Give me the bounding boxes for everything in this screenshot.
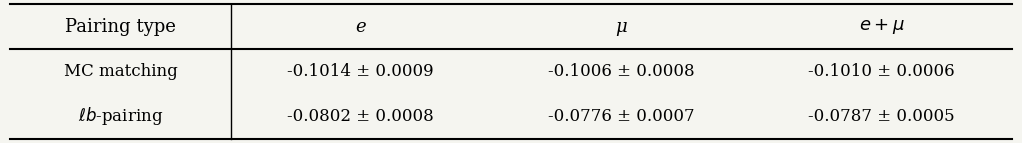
Text: $e + \mu$: $e + \mu$ xyxy=(858,17,904,36)
Text: -0.1010 ± 0.0006: -0.1010 ± 0.0006 xyxy=(808,63,955,80)
Text: μ: μ xyxy=(615,18,628,36)
Text: -0.0802 ± 0.0008: -0.0802 ± 0.0008 xyxy=(287,108,434,125)
Text: $\ell b$-pairing: $\ell b$-pairing xyxy=(78,105,164,127)
Text: e: e xyxy=(356,18,366,36)
Text: Pairing type: Pairing type xyxy=(65,18,176,36)
Text: -0.1014 ± 0.0009: -0.1014 ± 0.0009 xyxy=(287,63,434,80)
Text: -0.1006 ± 0.0008: -0.1006 ± 0.0008 xyxy=(548,63,695,80)
Text: MC matching: MC matching xyxy=(63,63,177,80)
Text: -0.0776 ± 0.0007: -0.0776 ± 0.0007 xyxy=(548,108,695,125)
Text: -0.0787 ± 0.0005: -0.0787 ± 0.0005 xyxy=(808,108,955,125)
